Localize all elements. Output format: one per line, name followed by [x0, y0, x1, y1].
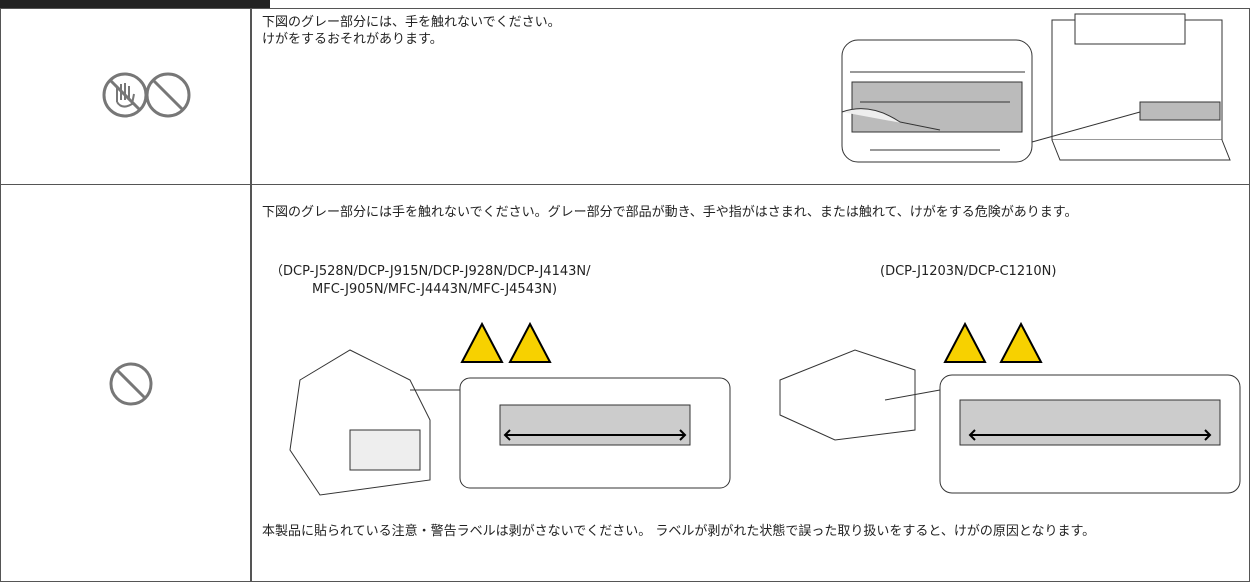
- text: 下図のグレー部分には、手を触れないでください。: [262, 15, 561, 30]
- tab-bar: [0, 0, 270, 8]
- rule: [250, 8, 252, 582]
- rule: [0, 184, 1250, 185]
- model-list: MFC-J905N/MFC-J4443N/MFC-J4543N): [312, 282, 558, 297]
- text: 下図のグレー部分には手を触れないでください。グレー部分で部品が動き、手や指がはさ…: [262, 205, 1078, 220]
- illustration: [841, 13, 1231, 163]
- text: けがをするおそれがあります。: [262, 32, 443, 47]
- illustration: [289, 321, 731, 496]
- icons: [102, 72, 191, 118]
- prohibit-icon: [109, 362, 153, 406]
- model-list: (DCP-J1203N/DCP-C1210N): [880, 264, 1057, 279]
- rule: [0, 8, 1, 582]
- rule: [0, 8, 1250, 9]
- model-list: （DCP-J528N/DCP-J915N/DCP-J928N/DCP-J4143…: [270, 264, 591, 279]
- illustration: [779, 321, 1241, 494]
- text: 本製品に貼られている注意・警告ラベルは剥がさないでください。 ラベルが剥がれた状…: [262, 524, 1096, 539]
